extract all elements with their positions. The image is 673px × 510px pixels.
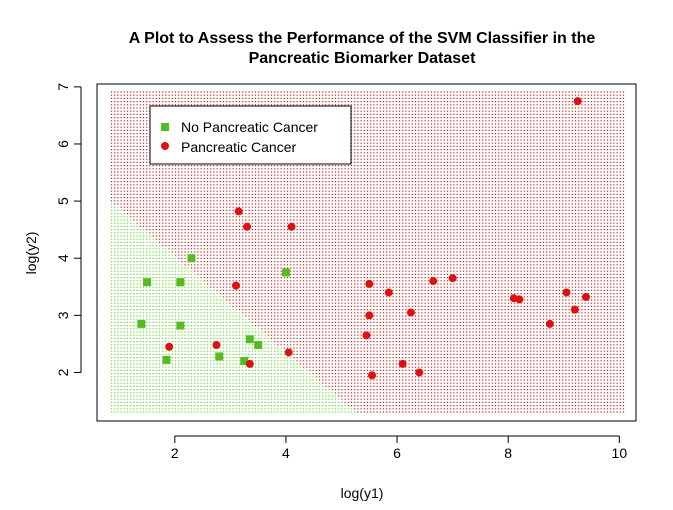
x-tick-label: 2 [171, 445, 179, 461]
y-tick-label: 3 [55, 311, 71, 319]
cancer-point [515, 295, 524, 304]
y-tick-label: 5 [55, 197, 71, 205]
cancer-region-dots [110, 91, 625, 413]
cancer-point [581, 293, 590, 302]
cancer-point [362, 331, 371, 340]
no-cancer-point [187, 254, 196, 263]
cancer-point [365, 311, 374, 320]
cancer-point [231, 281, 240, 290]
plot-frame [96, 83, 637, 422]
no-cancer-point [176, 278, 185, 287]
x-tick-label: 4 [282, 445, 290, 461]
x-axis: 2 4 6 8 10 [171, 435, 628, 461]
no-cancer-point [245, 335, 254, 344]
x-axis-label: log(y1) [341, 485, 384, 501]
cancer-point [384, 288, 393, 297]
chart-title-line-2: Pancreatic Biomarker Dataset [249, 50, 476, 67]
cancer-point [234, 207, 243, 216]
cancer-point [545, 319, 554, 328]
legend-circle-marker [161, 142, 169, 150]
cancer-point [429, 277, 438, 286]
y-tick-label: 7 [55, 83, 71, 91]
legend-item-no-cancer: No Pancreatic Cancer [181, 119, 318, 135]
x-tick-label: 10 [612, 445, 628, 461]
no-cancer-point [137, 319, 146, 328]
legend-square-marker [161, 123, 169, 131]
cancer-point [406, 308, 415, 317]
cancer-point [570, 305, 579, 314]
cancer-point [415, 368, 424, 377]
y-axis: 2 3 4 5 6 7 [55, 83, 82, 376]
cancer-point [562, 288, 571, 297]
cancer-point [448, 274, 457, 283]
cancer-point [165, 342, 174, 351]
legend-box [149, 105, 352, 165]
no-cancer-point [162, 355, 171, 364]
no-cancer-point [176, 321, 185, 330]
cancer-point [212, 341, 221, 350]
y-tick-label: 2 [55, 368, 71, 376]
y-tick-label: 4 [55, 254, 71, 262]
no-cancer-point [281, 268, 290, 277]
cancer-point [287, 222, 296, 231]
no-cancer-point [254, 341, 263, 350]
cancer-point [573, 97, 582, 106]
x-tick-label: 8 [504, 445, 512, 461]
chart-title-line-1: A Plot to Assess the Performance of the … [129, 30, 596, 47]
no-cancer-point [240, 357, 249, 366]
legend: No Pancreatic Cancer Pancreatic Cancer [149, 105, 352, 165]
y-axis-label: log(y2) [23, 232, 39, 275]
y-tick-label: 6 [55, 140, 71, 148]
cancer-point [245, 359, 254, 368]
cancer-point [243, 222, 252, 231]
cancer-point [284, 348, 293, 357]
no-cancer-point [215, 352, 224, 361]
cancer-point [365, 279, 374, 288]
cancer-point [368, 371, 377, 380]
decision-region-grid [110, 91, 625, 413]
no-cancer-point [143, 278, 152, 287]
legend-item-cancer: Pancreatic Cancer [181, 139, 297, 155]
data-points [137, 97, 590, 380]
no-cancer-region-dots [110, 203, 356, 413]
x-tick-label: 6 [393, 445, 401, 461]
cancer-point [398, 359, 407, 368]
